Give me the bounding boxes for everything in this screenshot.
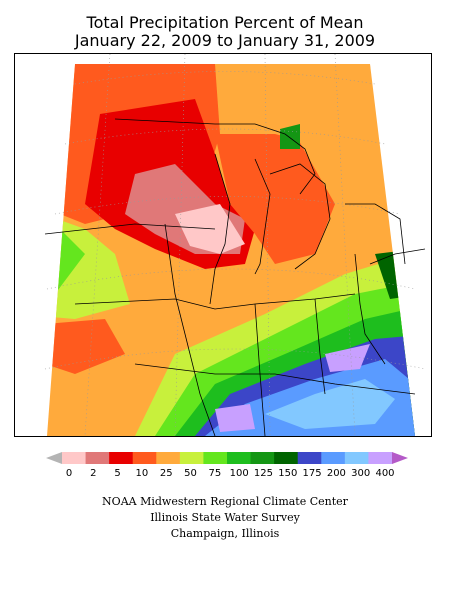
field-125-150-west [47,239,55,279]
field-25-50-sw [47,319,125,374]
legend-high-arrow [392,452,408,464]
legend-label: 400 [375,468,394,479]
legend-label: 2 [90,468,96,479]
precip-fields [15,64,415,436]
boundaries [44,118,426,436]
precipitation-map [15,54,426,436]
field-400-plus-ky [325,344,370,372]
legend-label: 125 [254,468,273,479]
field-300-400-se [265,379,395,429]
legend-label: 300 [351,468,370,479]
legend-label: 175 [303,468,322,479]
legend-swatch [179,452,204,464]
field-400-plus-south [215,404,255,432]
field-25-50-mi [215,134,335,264]
legend-swatch [62,452,87,464]
legend-swatch [227,452,252,464]
legend-swatch [109,452,134,464]
legend-label: 150 [278,468,297,479]
credit-survey: Illinois State Water Survey [150,511,300,524]
legend-swatch [132,452,157,464]
legend-swatch [297,452,322,464]
legend-label: 25 [160,468,173,479]
color-legend: 0 2 5 10 25 50 75 100 125 150 175 200 300 400 [46,452,408,479]
legend-swatch [368,452,393,464]
legend-label: 50 [184,468,197,479]
legend-swatch [274,452,299,464]
map-panel [14,53,432,437]
field-150-superior [280,124,300,149]
legend-swatch [203,452,228,464]
legend-label: 10 [136,468,149,479]
map-title: Total Precipitation Percent of Mean [86,13,364,32]
map-date-range: January 22, 2009 to January 31, 2009 [74,31,376,50]
legend-swatch [250,452,275,464]
legend-swatches [62,452,393,464]
legend-label: 0 [66,468,72,479]
legend-label: 100 [230,468,249,479]
legend-swatch [156,452,181,464]
legend-swatch [321,452,346,464]
legend-label: 5 [114,468,120,479]
legend-label: 200 [327,468,346,479]
legend-low-arrow [46,452,62,464]
credit-location: Champaign, Illinois [170,527,280,540]
legend-swatch [85,452,110,464]
legend-swatch [344,452,369,464]
field-200-300-west [15,249,37,269]
legend-label: 75 [208,468,221,479]
graticule-lines [44,54,426,436]
legend-labels: 0 2 5 10 25 50 75 100 125 150 175 200 300 400 [66,468,395,479]
credit-org: NOAA Midwestern Regional Climate Center [102,495,348,508]
